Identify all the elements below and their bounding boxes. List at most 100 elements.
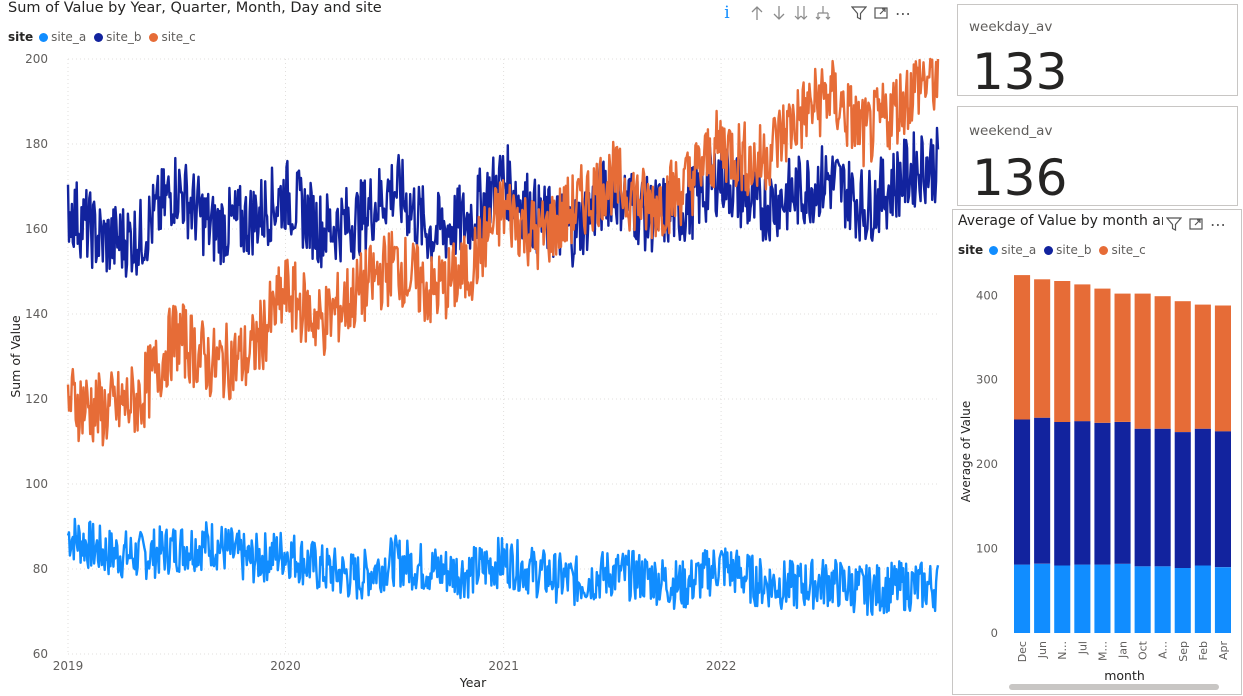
bar-segment-site-a [1174, 568, 1191, 633]
bar-segment-site-c [1014, 275, 1031, 420]
bar-segment-site-b [1134, 428, 1151, 567]
bar-chart-title: Average of Value by month and site [958, 213, 1168, 229]
legend-item-site-b[interactable]: site_b [1044, 243, 1091, 257]
bar-segment-site-c [1174, 301, 1191, 432]
x-tick-label: Jun [1036, 641, 1049, 659]
x-axis-label: Year [459, 675, 487, 690]
more-options-icon[interactable]: ⋯ [895, 3, 911, 23]
bar-segment-site-b [1054, 422, 1071, 566]
x-tick-label: Feb [1197, 641, 1210, 660]
y-tick-label: 400 [976, 288, 998, 302]
bar-segment-site-a [1214, 567, 1231, 633]
series-line-site-c [66, 57, 940, 447]
x-tick-label: 2019 [53, 659, 84, 673]
line-chart-header-icons: i ⋯ [716, 3, 914, 23]
info-icon[interactable]: i [724, 3, 730, 23]
bar-segment-site-b [1214, 431, 1231, 568]
filter-icon[interactable] [1163, 214, 1185, 234]
y-tick-label: 140 [25, 307, 48, 321]
y-tick-label: 200 [25, 52, 48, 66]
bar-segment-site-a [1134, 566, 1151, 633]
bar-segment-site-b [1014, 419, 1031, 565]
x-tick-label: Apr [1217, 641, 1230, 661]
legend-label: site_b [106, 30, 142, 44]
y-tick-label: 180 [25, 137, 48, 151]
line-chart-legend: site site_a site_b site_c [8, 30, 204, 44]
x-tick-label: M... [1096, 641, 1109, 661]
x-tick-label: Oct [1137, 640, 1150, 660]
bar-segment-site-b [1114, 422, 1131, 564]
x-tick-label: A... [1157, 641, 1170, 659]
arrow-down-icon[interactable] [768, 3, 790, 23]
bar-segment-site-c [1194, 304, 1211, 429]
bar-segment-site-a [1094, 564, 1111, 633]
legend-label: site_a [1001, 243, 1037, 257]
y-tick-label: 200 [976, 457, 998, 471]
focus-mode-icon[interactable] [870, 3, 892, 23]
y-tick-label: 100 [976, 542, 998, 556]
x-axis-label: month [1104, 668, 1145, 683]
legend-dot-icon [1044, 245, 1054, 255]
line-chart-visual[interactable]: Sum of Value by Year, Quarter, Month, Da… [0, 0, 952, 696]
legend-item-site-a[interactable]: site_a [989, 243, 1036, 257]
x-tick-label: 2022 [706, 659, 737, 673]
arrow-up-icon[interactable] [746, 3, 768, 23]
card-label: weekday_av [969, 19, 1053, 35]
bar-segment-site-c [1154, 296, 1171, 429]
bar-segment-site-b [1094, 422, 1111, 565]
more-options-icon[interactable]: ⋯ [1210, 214, 1226, 234]
legend-item-site-b[interactable]: site_b [94, 30, 141, 44]
bar-segment-site-c [1034, 279, 1051, 418]
legend-dot-icon [94, 32, 104, 42]
legend-item-site-c[interactable]: site_c [149, 30, 196, 44]
x-tick-label: Dec [1016, 641, 1029, 662]
card-label: weekend_av [969, 123, 1053, 139]
bar-chart-header-icons: ⋯ [1163, 214, 1229, 234]
legend-dot-icon [149, 32, 159, 42]
filter-icon[interactable] [848, 3, 870, 23]
bar-segment-site-a [1054, 565, 1071, 633]
bar-chart-legend: site site_a site_b site_c [958, 243, 1154, 257]
x-tick-label: N... [1056, 641, 1069, 660]
bar-segment-site-c [1214, 305, 1231, 432]
focus-mode-icon[interactable] [1185, 214, 1207, 234]
bar-segment-site-a [1194, 565, 1211, 633]
x-tick-label: 2021 [488, 659, 519, 673]
card-value: 136 [972, 149, 1068, 207]
bar-segment-site-a [1034, 563, 1051, 633]
card-value: 133 [972, 43, 1068, 101]
legend-label: site_c [161, 30, 196, 44]
expand-hierarchy-icon[interactable] [812, 3, 834, 23]
legend-item-site-c[interactable]: site_c [1099, 243, 1146, 257]
bar-segment-site-a [1114, 563, 1131, 633]
horizontal-scrollbar[interactable] [1009, 684, 1219, 690]
legend-label: site_a [51, 30, 87, 44]
x-tick-label: 2020 [270, 659, 301, 673]
legend-dot-icon [1099, 245, 1109, 255]
y-tick-label: 80 [33, 562, 48, 576]
y-tick-label: 160 [25, 222, 48, 236]
legend-dot-icon [39, 32, 49, 42]
series-line-site-b [66, 126, 940, 278]
y-tick-label: 300 [976, 373, 998, 387]
double-arrow-down-icon[interactable] [790, 3, 812, 23]
y-axis-label: Average of Value [959, 401, 973, 502]
legend-title: site [8, 30, 34, 44]
line-chart-svg: 60 80 100 120 140 160 180 200 2019 2020 2021 2022 Ye… [8, 52, 940, 690]
bar-chart-visual[interactable]: Average of Value by month and site ⋯ sit… [952, 209, 1242, 695]
legend-title: site [958, 243, 984, 257]
legend-item-site-a[interactable]: site_a [39, 30, 86, 44]
y-tick-label: 120 [25, 392, 48, 406]
bar-segment-site-b [1174, 432, 1191, 568]
x-tick-label: Jan [1117, 641, 1130, 659]
x-tick-label: Sep [1177, 641, 1190, 662]
bar-segment-site-b [1074, 421, 1091, 565]
bar-segment-site-b [1034, 417, 1051, 564]
bar-segment-site-a [1014, 564, 1031, 633]
kpi-card-weekend[interactable]: weekend_av 136 [957, 106, 1238, 207]
kpi-card-weekday[interactable]: weekday_av 133 [957, 4, 1238, 101]
bar-chart-svg: 0 100 200 300 400 Average of Value Dec Jun N... J… [959, 275, 1231, 683]
bar-segment-site-b [1154, 428, 1171, 567]
bar-segment-site-a [1154, 566, 1171, 633]
bar-segment-site-c [1094, 288, 1111, 423]
